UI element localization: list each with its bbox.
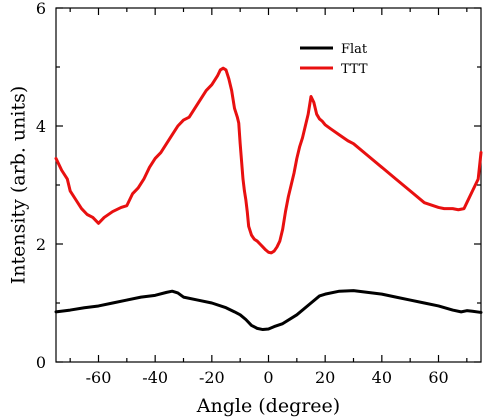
y-tick-label: 0 xyxy=(36,353,46,372)
legend-label-ttt: TTT xyxy=(341,62,368,77)
legend: Flat TTT xyxy=(300,42,368,77)
y-tick-label: 6 xyxy=(36,0,46,18)
y-axis-title: Intensity (arb. units) xyxy=(8,86,30,285)
axes: -60 -40 -20 0 20 40 60 0 2 4 6 xyxy=(36,0,482,387)
legend-label-flat: Flat xyxy=(341,42,368,57)
x-tick-label: 20 xyxy=(315,368,335,387)
x-axis-title: Angle (degree) xyxy=(196,395,340,417)
x-tick-label: -20 xyxy=(199,368,225,387)
x-tick-label: -60 xyxy=(86,368,112,387)
x-tick-label: 40 xyxy=(372,368,392,387)
series-line-ttt xyxy=(54,66,483,255)
y-tick-label: 2 xyxy=(36,235,46,254)
x-tick-label: 60 xyxy=(428,368,448,387)
series-layer xyxy=(54,66,483,332)
y-tick-label: 4 xyxy=(36,117,46,136)
x-tick-label: -40 xyxy=(142,368,168,387)
x-tick-label: 0 xyxy=(263,368,273,387)
plot-frame xyxy=(55,7,482,363)
series-line-flat xyxy=(54,289,483,332)
